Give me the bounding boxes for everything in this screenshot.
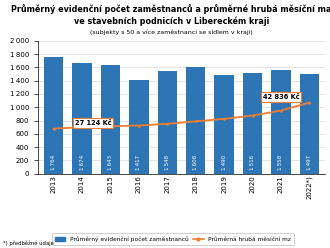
Text: 1 516: 1 516 — [250, 155, 255, 170]
Bar — [300, 74, 319, 174]
Text: 1 417: 1 417 — [136, 155, 141, 170]
Text: 1 643: 1 643 — [108, 155, 113, 170]
Legend: Průměrný evidenční počet zaměstnanců, Průměrná hrubá měsíční mz: Průměrný evidenční počet zaměstnanců, Pr… — [51, 234, 294, 245]
Text: 27 124 Kč: 27 124 Kč — [75, 120, 112, 126]
Text: ve stavebních podnicích v Libereckém kraji: ve stavebních podnicích v Libereckém kra… — [74, 16, 269, 26]
Text: 1 490: 1 490 — [222, 155, 227, 170]
Text: 1 674: 1 674 — [80, 155, 84, 170]
Bar — [44, 57, 63, 174]
Text: 42 836 Kč: 42 836 Kč — [263, 94, 299, 100]
Text: *) předběžné údaje: *) předběžné údaje — [3, 241, 54, 246]
Text: 1 497: 1 497 — [307, 155, 312, 170]
Bar — [271, 70, 291, 174]
Text: (subjekty s 50 a více zaměstnanci se sídlem v kraji): (subjekty s 50 a více zaměstnanci se síd… — [90, 29, 253, 35]
Text: 1 608: 1 608 — [193, 155, 198, 170]
Bar — [101, 64, 120, 174]
Bar — [158, 71, 177, 174]
Text: 1 548: 1 548 — [165, 155, 170, 170]
Text: Průměrný evidenční počet zaměstnanců a průměrné hrubá měsíční ma: Průměrný evidenční počet zaměstnanců a p… — [12, 4, 330, 14]
Bar — [72, 62, 92, 174]
Bar — [214, 75, 234, 174]
Text: 1 558: 1 558 — [279, 155, 283, 170]
Bar — [243, 73, 262, 174]
Text: 1 764: 1 764 — [51, 155, 56, 170]
Bar — [129, 80, 148, 174]
Bar — [186, 67, 205, 174]
